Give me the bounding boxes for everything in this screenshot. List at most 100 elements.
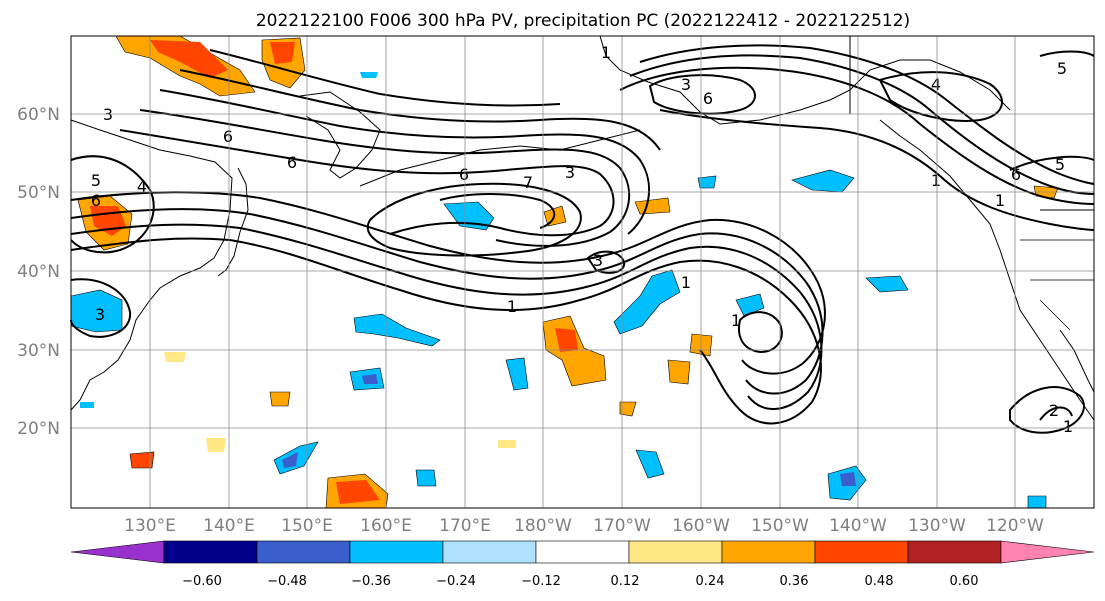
colorbar-segment [814, 540, 909, 564]
precip-negative [80, 402, 94, 408]
contour-label: 6 [287, 153, 297, 172]
pv-contour [648, 74, 756, 115]
precip-negative [865, 275, 909, 293]
pv-contour [1039, 406, 1073, 421]
colorbar-segment [442, 540, 537, 564]
coastline-north-america [879, 119, 1095, 421]
pv-contour [1009, 386, 1085, 434]
contour-label: 6 [91, 191, 101, 210]
contour-label: 5 [91, 171, 101, 190]
colorbar-segment [907, 540, 1002, 564]
precip-negative [840, 472, 856, 486]
contour-label: 6 [459, 165, 469, 184]
pv-contour [179, 69, 661, 151]
pv-contour [629, 54, 1095, 195]
precip-negative [791, 169, 855, 193]
lat-label: 20°N [17, 419, 60, 439]
pv-contour [1009, 155, 1095, 171]
contour-label: 2 [1049, 401, 1059, 420]
gridlines [71, 36, 1094, 508]
precip-negative [362, 374, 378, 384]
map-panel: 1 3 6 6 6 6 7 3 1 1 4 5 6 4 3 3 3 5 5 6 … [70, 35, 1095, 509]
contour-label: 1 [681, 273, 691, 292]
pv-contour [70, 155, 155, 254]
colorbar-extend-low [70, 540, 165, 564]
contour-label: 3 [681, 75, 691, 94]
colorbar-tick-label: −0.48 [267, 574, 307, 589]
coastline-alaska [599, 35, 1011, 125]
lon-label: 150°W [751, 516, 809, 536]
pv-contour [619, 66, 1095, 205]
contour-label: 3 [565, 163, 575, 182]
precip-negative [735, 293, 765, 317]
contour-label: 1 [995, 191, 1005, 210]
coastline-aleutians [359, 129, 641, 187]
lon-label: 140°E [203, 516, 255, 536]
contour-label: 7 [523, 173, 533, 192]
contour-label: 5 [1057, 59, 1067, 78]
pv-contour [139, 109, 630, 247]
precip-positive [269, 391, 291, 407]
precip-positive [555, 328, 578, 352]
colorbar-segment [535, 540, 630, 564]
contour-label: 4 [137, 177, 147, 196]
pv-contour [159, 89, 651, 235]
precip-positive [634, 197, 671, 215]
colorbar-tick-label: −0.36 [351, 574, 391, 589]
colorbar-tick-label: 0.24 [696, 574, 725, 589]
lon-label: 160°E [360, 516, 412, 536]
colorbar-segment [163, 540, 258, 564]
contour-label: 5 [1055, 155, 1065, 174]
pv-contour [878, 71, 1003, 122]
lon-label: 150°E [281, 516, 333, 536]
lon-label: 170°E [439, 516, 491, 536]
colorbar-tick-label: 0.60 [950, 574, 979, 589]
contour-label: 1 [1063, 417, 1073, 436]
colorbar-tick-label: 0.48 [865, 574, 894, 589]
map-background [71, 36, 1094, 508]
precip-positive [667, 359, 691, 385]
precip-negative [697, 175, 717, 189]
lat-label: 60°N [17, 105, 60, 125]
pv-contour [70, 237, 822, 425]
pv-contour [366, 182, 582, 257]
precip-negative [415, 469, 437, 487]
precip-negative [360, 72, 378, 78]
colorbar-segments [70, 540, 1095, 564]
precip-positive [336, 480, 380, 504]
contour-label: 4 [931, 75, 941, 94]
lon-label: 160°W [672, 516, 730, 536]
colorbar-segment [349, 540, 444, 564]
lon-label: 120°W [986, 516, 1044, 536]
pv-contour [119, 129, 615, 237]
pv-contour [586, 250, 626, 274]
precip-positive [270, 42, 295, 64]
contour-label: 3 [593, 251, 603, 270]
lat-label: 50°N [17, 183, 60, 203]
colorbar-segment [721, 540, 816, 564]
lon-label: 130°E [124, 516, 176, 536]
precip-negative [282, 452, 298, 468]
pv-contour [70, 208, 824, 395]
latitude-labels: 60°N 50°N 40°N 30°N 20°N [17, 105, 60, 439]
contour-label: 1 [931, 171, 941, 190]
colorbar-extend-high [1000, 540, 1095, 564]
coastline-japan [217, 167, 249, 277]
pv-contour [70, 223, 823, 410]
lat-label: 30°N [17, 341, 60, 361]
coastline-baja [1059, 329, 1095, 393]
figure-title: 2022122100 F006 300 hPa PV, precipitatio… [256, 11, 910, 31]
border-us-states [1020, 239, 1094, 331]
precip-positive [206, 438, 226, 452]
pv-contour [70, 278, 132, 338]
precip-positive [129, 451, 155, 469]
longitude-labels: 130°E 140°E 150°E 160°E 170°E 180°W 170°… [124, 516, 1044, 536]
precip-negative [1027, 495, 1047, 509]
precip-negative [505, 357, 529, 391]
lon-label: 130°W [908, 516, 966, 536]
contour-label: 1 [601, 43, 611, 62]
lon-label: 180°W [514, 516, 572, 536]
precip-negative [353, 313, 441, 347]
contour-labels: 1 3 6 6 6 6 7 3 1 1 4 5 6 4 3 3 3 5 5 6 … [91, 43, 1073, 436]
